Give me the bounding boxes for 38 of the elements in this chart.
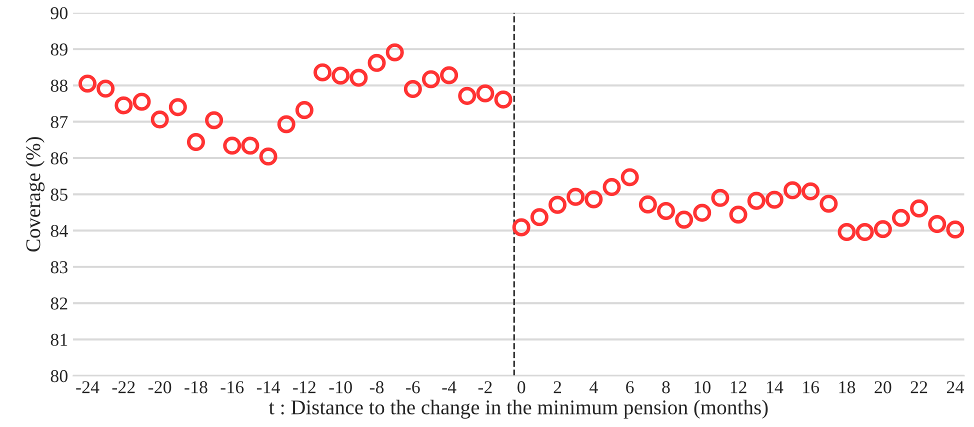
y-axis-title: Coverage (%) xyxy=(26,137,45,252)
y-tick-label: 81 xyxy=(50,334,68,346)
x-tick-label: 14 xyxy=(767,381,784,394)
x-tick-label: 10 xyxy=(694,381,710,394)
x-tick-label: -16 xyxy=(220,381,244,394)
x-tick-label: -18 xyxy=(184,381,208,394)
x-tick-label: -12 xyxy=(293,381,316,394)
y-tick-label: 89 xyxy=(50,43,68,56)
y-tick-label: 86 xyxy=(50,152,68,164)
x-tick-label: 18 xyxy=(839,381,856,394)
y-tick-label: 80 xyxy=(50,370,68,382)
x-tick-label: -10 xyxy=(329,381,352,394)
x-tick-label: -14 xyxy=(256,381,280,394)
x-tick-label: 6 xyxy=(626,381,634,394)
x-tick-label: -2 xyxy=(478,381,492,394)
x-tick-label: -24 xyxy=(76,381,100,394)
x-tick-label: 4 xyxy=(590,381,598,394)
x-tick-label: 16 xyxy=(803,381,820,394)
x-tick-label: 8 xyxy=(662,381,670,394)
x-tick-label: -4 xyxy=(442,381,456,394)
x-tick-label: -8 xyxy=(370,381,384,394)
y-tick-label: 85 xyxy=(50,188,68,201)
y-tick-label: 87 xyxy=(50,116,68,128)
x-tick-label: 0 xyxy=(518,381,526,394)
x-tick-label: -6 xyxy=(406,381,420,394)
x-tick-label: -20 xyxy=(148,381,172,394)
y-tick-label: 84 xyxy=(50,224,68,238)
x-tick-label: -22 xyxy=(112,381,135,394)
x-tick-label: 20 xyxy=(874,381,892,394)
x-tick-label: 2 xyxy=(554,381,562,394)
y-tick-label: 82 xyxy=(50,297,68,310)
x-tick-label: 12 xyxy=(730,381,746,394)
y-tick-label: 83 xyxy=(50,261,68,274)
x-tick-label: 22 xyxy=(910,381,928,394)
y-tick-label: 88 xyxy=(50,80,68,92)
x-axis-title: t : Distance to the change in the minimum pension (months) xyxy=(268,400,768,419)
x-tick-label: 24 xyxy=(946,381,964,394)
y-tick-label: 90 xyxy=(50,7,68,20)
